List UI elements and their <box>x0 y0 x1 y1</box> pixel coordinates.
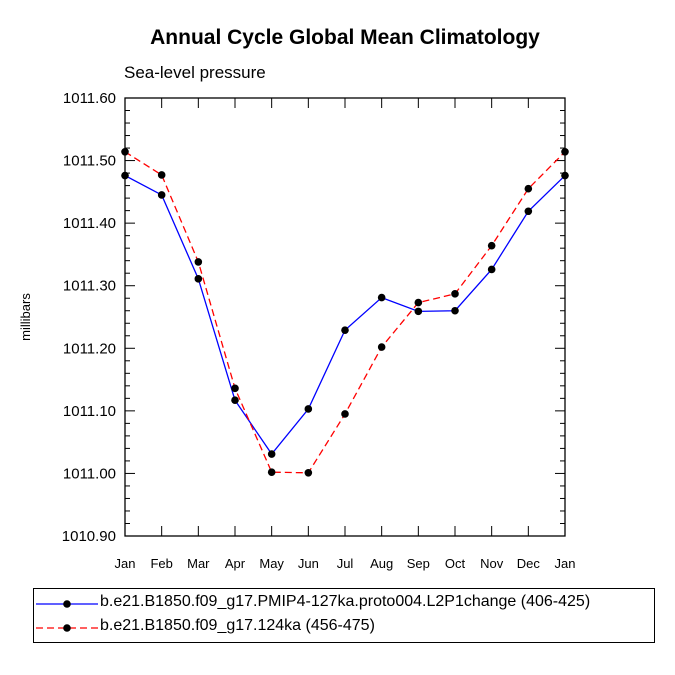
y-tick-label: 1011.00 <box>63 465 116 482</box>
x-tick-label: Oct <box>445 556 466 571</box>
y-tick-label: 1011.20 <box>63 340 116 357</box>
data-point <box>304 405 313 413</box>
data-point <box>414 298 423 307</box>
y-tick-label: 1010.90 <box>62 528 116 545</box>
data-point <box>267 468 276 476</box>
x-tick-label: Jul <box>337 556 354 571</box>
x-tick-label: Dec <box>517 556 541 571</box>
x-tick-label: Apr <box>225 556 246 571</box>
legend-entry: b.e21.B1850.f09_g17.124ka (456-475) <box>34 616 654 638</box>
data-point <box>157 191 166 199</box>
data-point <box>341 410 349 418</box>
legend: b.e21.B1850.f09_g17.PMIP4-127ka.proto004… <box>33 588 655 643</box>
x-tick-label: Jan <box>115 556 136 571</box>
legend-entry: b.e21.B1850.f09_g17.PMIP4-127ka.proto004… <box>34 592 654 614</box>
legend-swatch-solid <box>36 600 98 608</box>
legend-swatch-dashed <box>36 624 98 632</box>
chart-title: Annual Cycle Global Mean Climatology <box>150 26 540 49</box>
data-point <box>451 290 459 298</box>
data-point <box>341 326 349 334</box>
data-point <box>524 207 533 216</box>
y-tick-label: 1011.50 <box>63 153 116 170</box>
data-point <box>487 265 496 274</box>
data-point <box>194 258 203 266</box>
data-point <box>487 241 496 250</box>
y-tick-label: 1011.30 <box>63 278 116 295</box>
chart-subtitle: Sea-level pressure <box>124 63 266 82</box>
y-tick-label: 1011.60 <box>63 90 116 107</box>
data-point <box>231 396 239 405</box>
data-point <box>157 171 166 179</box>
data-point <box>451 306 459 315</box>
data-point <box>377 343 386 351</box>
data-point <box>524 184 533 193</box>
x-tick-label: Jun <box>298 556 319 571</box>
y-tick-label: 1011.10 <box>63 403 116 420</box>
data-point <box>231 384 239 393</box>
x-tick-label: Aug <box>370 556 393 571</box>
data-point <box>414 307 423 316</box>
x-tick-label: Mar <box>187 556 210 571</box>
legend-label: b.e21.B1850.f09_g17.124ka (456-475) <box>100 617 375 634</box>
data-point <box>194 275 203 283</box>
x-tick-label: Feb <box>150 556 172 571</box>
data-point <box>267 450 276 458</box>
y-axis-label: millibars <box>18 293 33 341</box>
y-tick-label: 1011.40 <box>63 215 116 232</box>
plot-frame <box>124 97 566 537</box>
data-point <box>377 293 386 302</box>
x-tick-label: Jan <box>555 556 576 571</box>
x-tick-label: Sep <box>407 556 430 571</box>
series-line-2 <box>124 151 566 474</box>
x-tick-label: May <box>259 556 284 571</box>
legend-label: b.e21.B1850.f09_g17.PMIP4-127ka.proto004… <box>100 593 591 610</box>
data-point <box>304 469 313 477</box>
x-tick-label: Nov <box>480 556 504 571</box>
